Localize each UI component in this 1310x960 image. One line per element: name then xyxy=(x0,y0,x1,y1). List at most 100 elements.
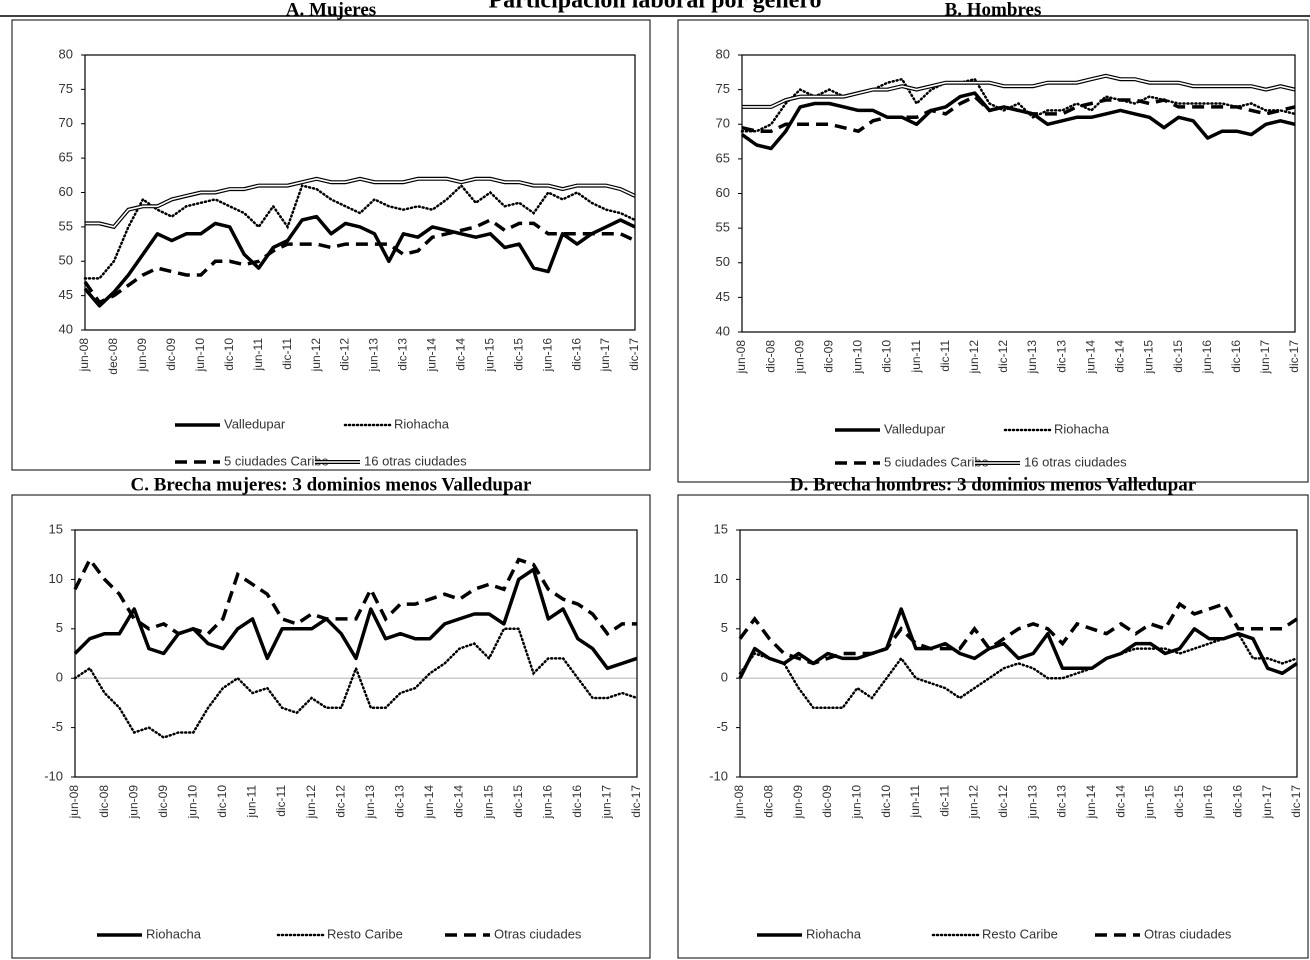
x-tick-label: jun-11 xyxy=(908,785,922,819)
y-tick-label: 15 xyxy=(49,521,63,536)
y-tick-label: 50 xyxy=(59,253,73,268)
y-tick-label: 10 xyxy=(49,571,63,586)
panel-frame xyxy=(11,494,651,959)
y-tick-label: 65 xyxy=(59,150,73,165)
x-tick-label: dic-11 xyxy=(937,785,951,817)
x-tick-label: jun-13 xyxy=(363,785,377,820)
legend-label: Resto Caribe xyxy=(982,926,1058,941)
x-tick-label: dic-09 xyxy=(156,785,170,818)
x-tick-label: jun-15 xyxy=(1143,785,1157,820)
x-tick-label: jun-16 xyxy=(1201,785,1215,820)
legend-label: Otras ciudades xyxy=(494,926,582,941)
y-tick-label: 5 xyxy=(721,620,728,635)
y-tick-label: 80 xyxy=(716,46,730,61)
plot-frame xyxy=(741,54,1296,333)
x-tick-label: jun-09 xyxy=(791,785,805,820)
x-tick-label: jun-08 xyxy=(67,785,81,820)
x-tick-label: dic-16 xyxy=(569,338,583,371)
x-tick-label: dic-17 xyxy=(627,338,641,371)
x-tick-label: dec-08 xyxy=(106,338,120,375)
legend-label: 16 otras ciudades xyxy=(364,453,467,468)
x-tick-label: jun-17 xyxy=(600,785,614,820)
x-tick-label: dic-15 xyxy=(1171,340,1185,373)
x-tick-label: jun-10 xyxy=(193,338,207,373)
panel-title: B. Hombres xyxy=(945,0,1042,20)
line-series xyxy=(73,556,637,637)
x-tick-label: jun-16 xyxy=(540,338,554,373)
x-tick-label: dic-09 xyxy=(164,338,178,371)
y-tick-label: -5 xyxy=(716,719,728,734)
legend-label: Riohacha xyxy=(146,926,202,941)
line-series xyxy=(83,214,636,308)
panel-title: A. Mujeres xyxy=(286,0,376,20)
line-series xyxy=(83,183,637,280)
x-tick-label: jun-09 xyxy=(126,785,140,820)
x-tick-label: dic-12 xyxy=(996,785,1010,818)
x-tick-label: dic-09 xyxy=(821,340,835,373)
x-tick-label: dic-08 xyxy=(763,340,777,373)
legend-label: Otras ciudades xyxy=(1144,926,1232,941)
x-tick-label: dic-10 xyxy=(222,338,236,371)
x-tick-label: jun-16 xyxy=(1200,340,1214,375)
x-tick-label: jun-10 xyxy=(849,785,863,820)
x-tick-label: dic-14 xyxy=(453,338,467,371)
x-tick-label: jun-09 xyxy=(135,338,149,373)
panel-frame xyxy=(677,494,1309,959)
x-tick-label: dic-13 xyxy=(393,785,407,818)
x-tick-label: dic-16 xyxy=(1231,785,1245,818)
x-tick-label: jun-13 xyxy=(1025,340,1039,375)
line-series xyxy=(83,217,636,305)
panel-title: C. Brecha mujeres: 3 dominios menos Vall… xyxy=(131,474,533,495)
y-tick-label: -10 xyxy=(709,768,728,783)
plot-frame xyxy=(739,529,1298,778)
x-tick-label: jun-11 xyxy=(909,340,923,374)
x-tick-label: dic-11 xyxy=(280,338,294,370)
x-tick-label: dic-10 xyxy=(880,340,894,373)
x-tick-label: dic-08 xyxy=(761,785,775,818)
x-tick-label: dic-12 xyxy=(996,340,1010,373)
x-tick-label: dic-14 xyxy=(452,785,466,818)
figure-title: Participación laboral por género xyxy=(488,0,821,14)
x-tick-label: dic-13 xyxy=(1055,785,1069,818)
legend-label: 16 otras ciudades xyxy=(1024,454,1127,469)
x-tick-label: dic-11 xyxy=(938,340,952,372)
x-tick-label: dic-15 xyxy=(511,785,525,818)
y-tick-label: 50 xyxy=(716,254,730,269)
line-series xyxy=(73,627,639,739)
legend-label: 5 ciudades Caribe xyxy=(884,454,989,469)
y-tick-label: 40 xyxy=(716,323,730,338)
x-tick-label: dic-10 xyxy=(879,785,893,818)
y-tick-label: 70 xyxy=(59,115,73,130)
y-tick-label: 45 xyxy=(59,287,73,302)
y-tick-label: 45 xyxy=(716,289,730,304)
x-tick-label: jun-12 xyxy=(304,785,318,820)
x-tick-label: jun-14 xyxy=(425,338,439,373)
y-tick-label: 60 xyxy=(59,184,73,199)
x-tick-label: dic-16 xyxy=(570,785,584,818)
x-tick-label: jun-08 xyxy=(734,340,748,375)
x-tick-label: jun-13 xyxy=(367,338,381,373)
y-tick-label: -10 xyxy=(44,768,63,783)
panel-frame xyxy=(677,19,1309,483)
x-tick-label: dic-08 xyxy=(97,785,111,818)
x-tick-label: dic-13 xyxy=(1054,340,1068,373)
line-series xyxy=(741,94,1296,134)
x-tick-label: dic-14 xyxy=(1113,340,1127,373)
x-tick-label: jun-08 xyxy=(77,338,91,373)
y-tick-label: 60 xyxy=(716,185,730,200)
line-series xyxy=(740,77,1297,133)
y-tick-label: 70 xyxy=(716,116,730,131)
x-tick-label: jun-12 xyxy=(309,338,323,373)
y-tick-label: 0 xyxy=(56,670,63,685)
y-tick-label: -5 xyxy=(51,719,63,734)
line-series xyxy=(73,567,638,671)
x-tick-label: dic-17 xyxy=(629,785,643,818)
x-tick-label: jun-09 xyxy=(792,340,806,375)
x-tick-label: dic-12 xyxy=(338,338,352,371)
legend-label: Valledupar xyxy=(884,421,946,436)
y-tick-label: 15 xyxy=(714,521,728,536)
y-tick-label: 40 xyxy=(59,321,73,336)
x-tick-label: jun-17 xyxy=(598,338,612,373)
line-series xyxy=(738,632,1299,710)
